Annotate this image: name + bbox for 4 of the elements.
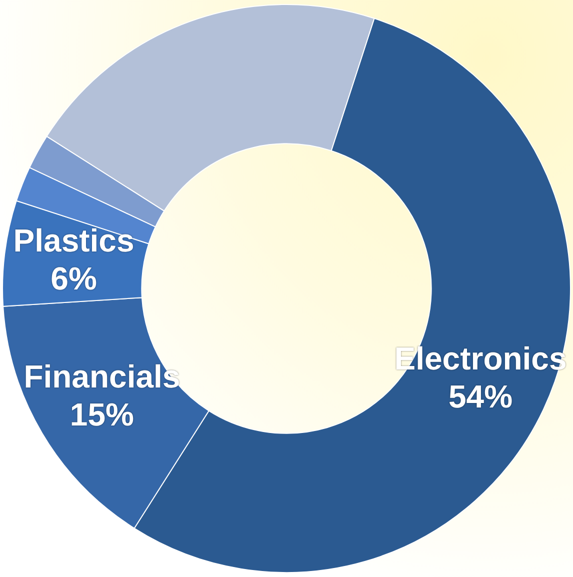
data-label: 6% <box>50 260 97 296</box>
data-label: 54% <box>448 378 513 415</box>
slice-label: Plastics <box>13 222 134 258</box>
data-label: 15% <box>70 396 134 432</box>
